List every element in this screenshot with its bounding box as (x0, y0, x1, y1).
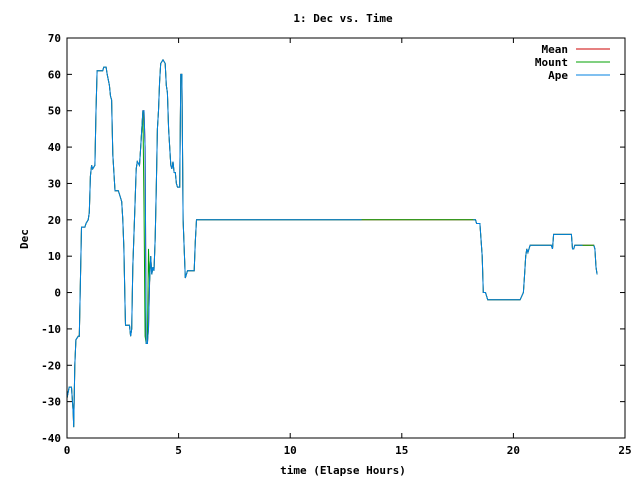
axis-ticks: 0 5 10 15 20 25 -40 -30 -20 -10 0 10 20 30 40 50 60 70 (41, 32, 632, 457)
x-tick-label: 0 (64, 444, 71, 457)
y-tick-label: -40 (41, 432, 61, 445)
plot-frame (66, 37, 626, 439)
x-tick-label: 5 (175, 444, 182, 457)
y-tick-label: 60 (48, 68, 61, 81)
chart-title: 1: Dec vs. Time (293, 12, 393, 25)
plot-area (66, 58, 598, 428)
y-tick-label: 50 (48, 105, 61, 118)
y-tick-label: 10 (48, 250, 61, 263)
y-tick-label: -30 (41, 396, 61, 409)
y-tick-label: 30 (48, 177, 61, 190)
series-line-mean (66, 58, 598, 428)
legend-label-ape: Ape (548, 69, 568, 82)
legend-label-mount: Mount (535, 56, 568, 69)
x-tick-label: 25 (618, 444, 631, 457)
y-tick-label: -10 (41, 323, 61, 336)
y-tick-label: 20 (48, 214, 61, 227)
x-tick-label: 20 (507, 444, 520, 457)
legend-label-mean: Mean (542, 43, 569, 56)
y-tick-label: 70 (48, 32, 61, 45)
y-tick-label: 0 (54, 287, 61, 300)
y-tick-label: -20 (41, 359, 61, 372)
x-axis-label: time (Elapse Hours) (280, 464, 406, 477)
x-tick-label: 10 (284, 444, 297, 457)
y-axis-label: Dec (18, 229, 31, 249)
x-tick-label: 15 (395, 444, 408, 457)
series-line-mount (66, 58, 598, 428)
series-line-ape (66, 58, 598, 428)
y-tick-label: 40 (48, 141, 61, 154)
